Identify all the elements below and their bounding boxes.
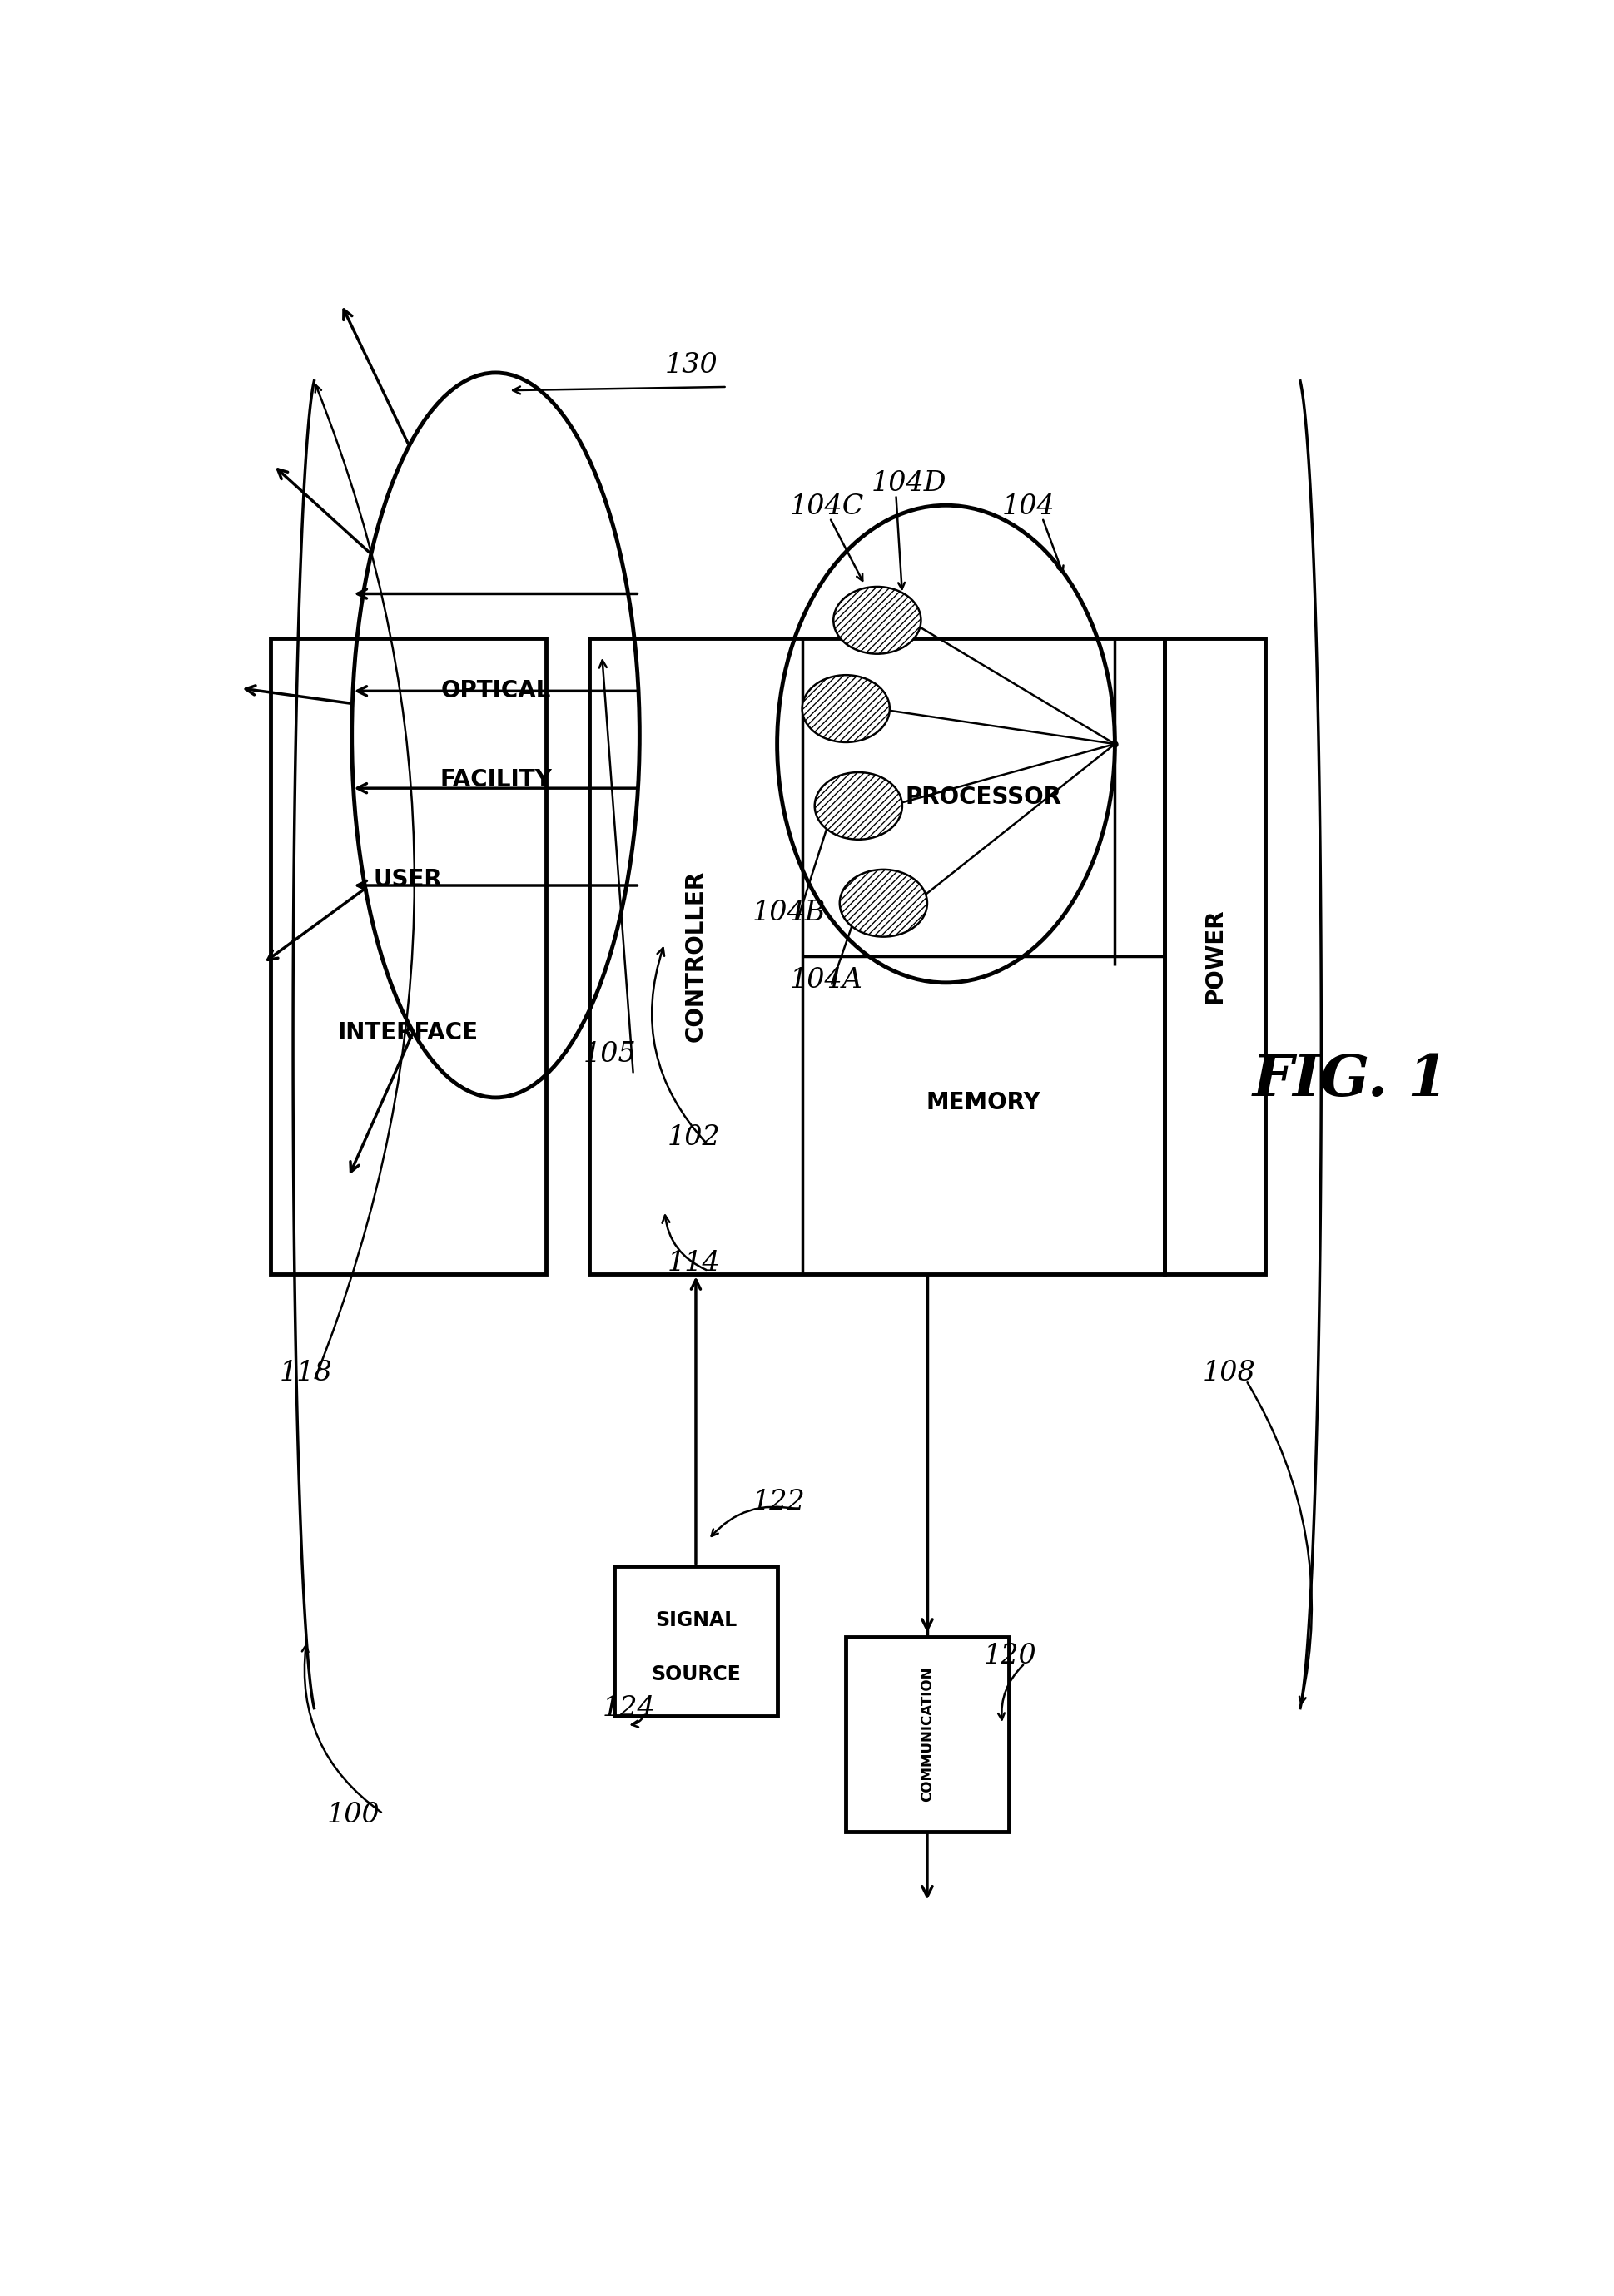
- Text: 118: 118: [279, 1359, 332, 1387]
- Text: FACILITY: FACILITY: [439, 767, 552, 792]
- Ellipse shape: [815, 771, 902, 840]
- Text: 104A: 104A: [789, 967, 863, 994]
- Text: 104: 104: [1002, 494, 1056, 519]
- Text: PROCESSOR: PROCESSOR: [905, 785, 1062, 808]
- Text: SOURCE: SOURCE: [650, 1665, 741, 1685]
- Text: 104B: 104B: [752, 900, 826, 928]
- Text: 102: 102: [667, 1125, 720, 1150]
- Text: INTERFACE: INTERFACE: [337, 1022, 478, 1045]
- Bar: [1165, 638, 1265, 1274]
- Bar: [615, 1566, 778, 1717]
- Bar: [846, 1637, 1009, 1832]
- Text: 124: 124: [602, 1694, 655, 1722]
- Text: POWER: POWER: [1204, 909, 1227, 1003]
- Text: MEMORY: MEMORY: [926, 1091, 1041, 1114]
- Text: COMMUNICATION: COMMUNICATION: [920, 1667, 935, 1802]
- Ellipse shape: [802, 675, 889, 742]
- Text: 105: 105: [583, 1042, 636, 1068]
- Bar: [589, 638, 1165, 1274]
- Text: 104D: 104D: [872, 471, 946, 496]
- Text: OPTICAL: OPTICAL: [441, 680, 550, 703]
- Ellipse shape: [833, 588, 922, 654]
- Text: USER: USER: [374, 868, 442, 891]
- Text: CONTROLLER: CONTROLLER: [684, 870, 707, 1042]
- Ellipse shape: [839, 870, 928, 937]
- Text: SIGNAL: SIGNAL: [655, 1609, 736, 1630]
- Text: 104C: 104C: [789, 494, 863, 519]
- Text: 100: 100: [326, 1802, 379, 1828]
- Text: 130: 130: [665, 351, 718, 379]
- Text: FIG. 1: FIG. 1: [1252, 1052, 1449, 1109]
- Text: 122: 122: [752, 1488, 805, 1515]
- Text: 114: 114: [667, 1249, 720, 1277]
- Text: 108: 108: [1202, 1359, 1256, 1387]
- Bar: [271, 638, 546, 1274]
- Text: 120: 120: [983, 1642, 1036, 1669]
